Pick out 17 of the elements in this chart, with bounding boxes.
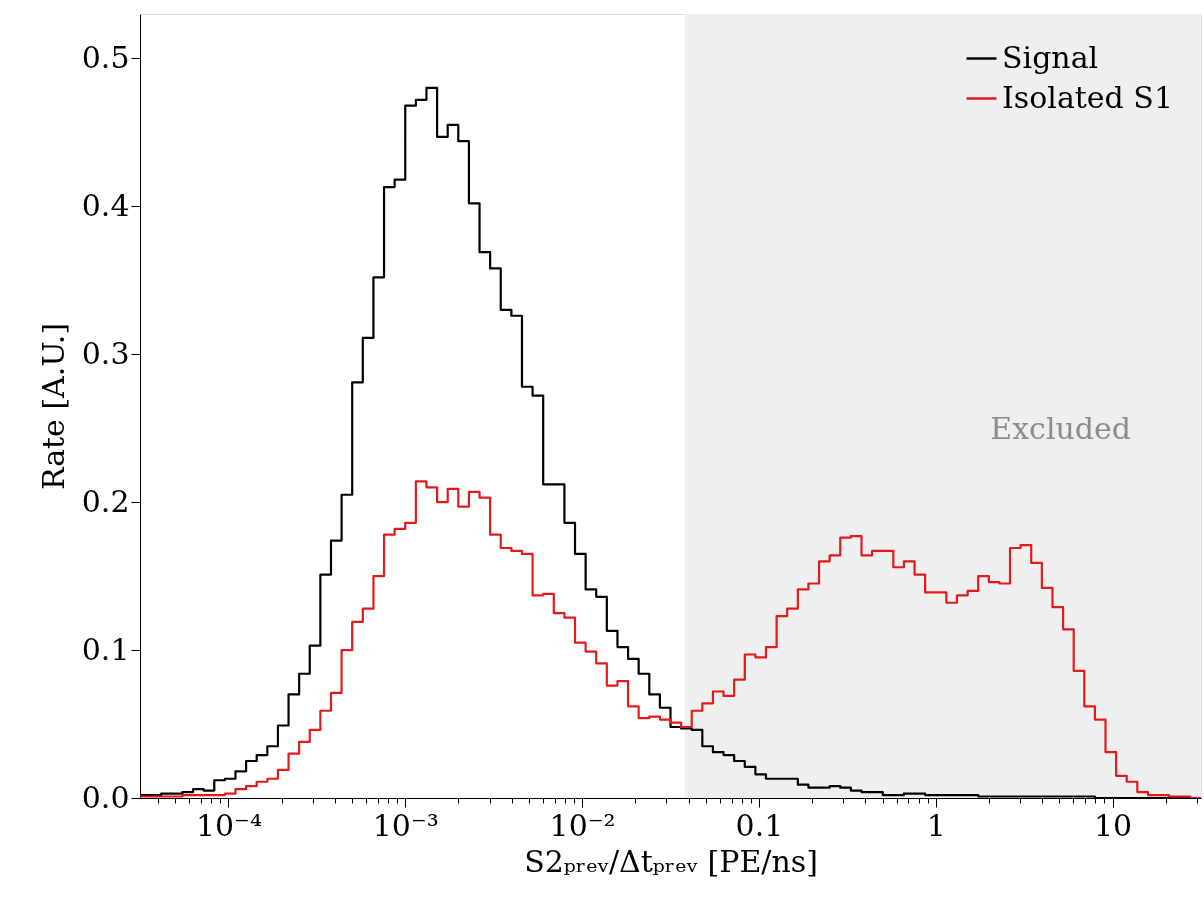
band-label: Excluded [990,410,1131,446]
x-tick-label: 1 [926,807,946,843]
x-tick-label: 10⁻³ [372,807,439,843]
y-tick-label: 0.4 [81,187,130,223]
y-tick-label: 0.3 [81,335,130,371]
x-tick-label: 10 [1094,807,1133,843]
x-tick-label: 10⁻² [549,807,616,843]
y-tick-label: 0.2 [81,483,130,519]
x-tick-label: 0.1 [735,807,784,843]
legend-label: Isolated S1 [1002,79,1173,115]
legend-label: Signal [1002,39,1099,75]
y-tick-label: 0.5 [81,39,130,75]
y-tick-label: 0.1 [81,631,130,667]
x-tick-label: 10⁻⁴ [195,807,262,843]
x-axis-title: S2ₚᵣₑᵥ/Δtₚᵣₑᵥ [PE/ns] [524,843,818,879]
y-tick-label: 0.0 [81,779,130,815]
y-axis-title: Rate [A.U.] [35,322,71,491]
